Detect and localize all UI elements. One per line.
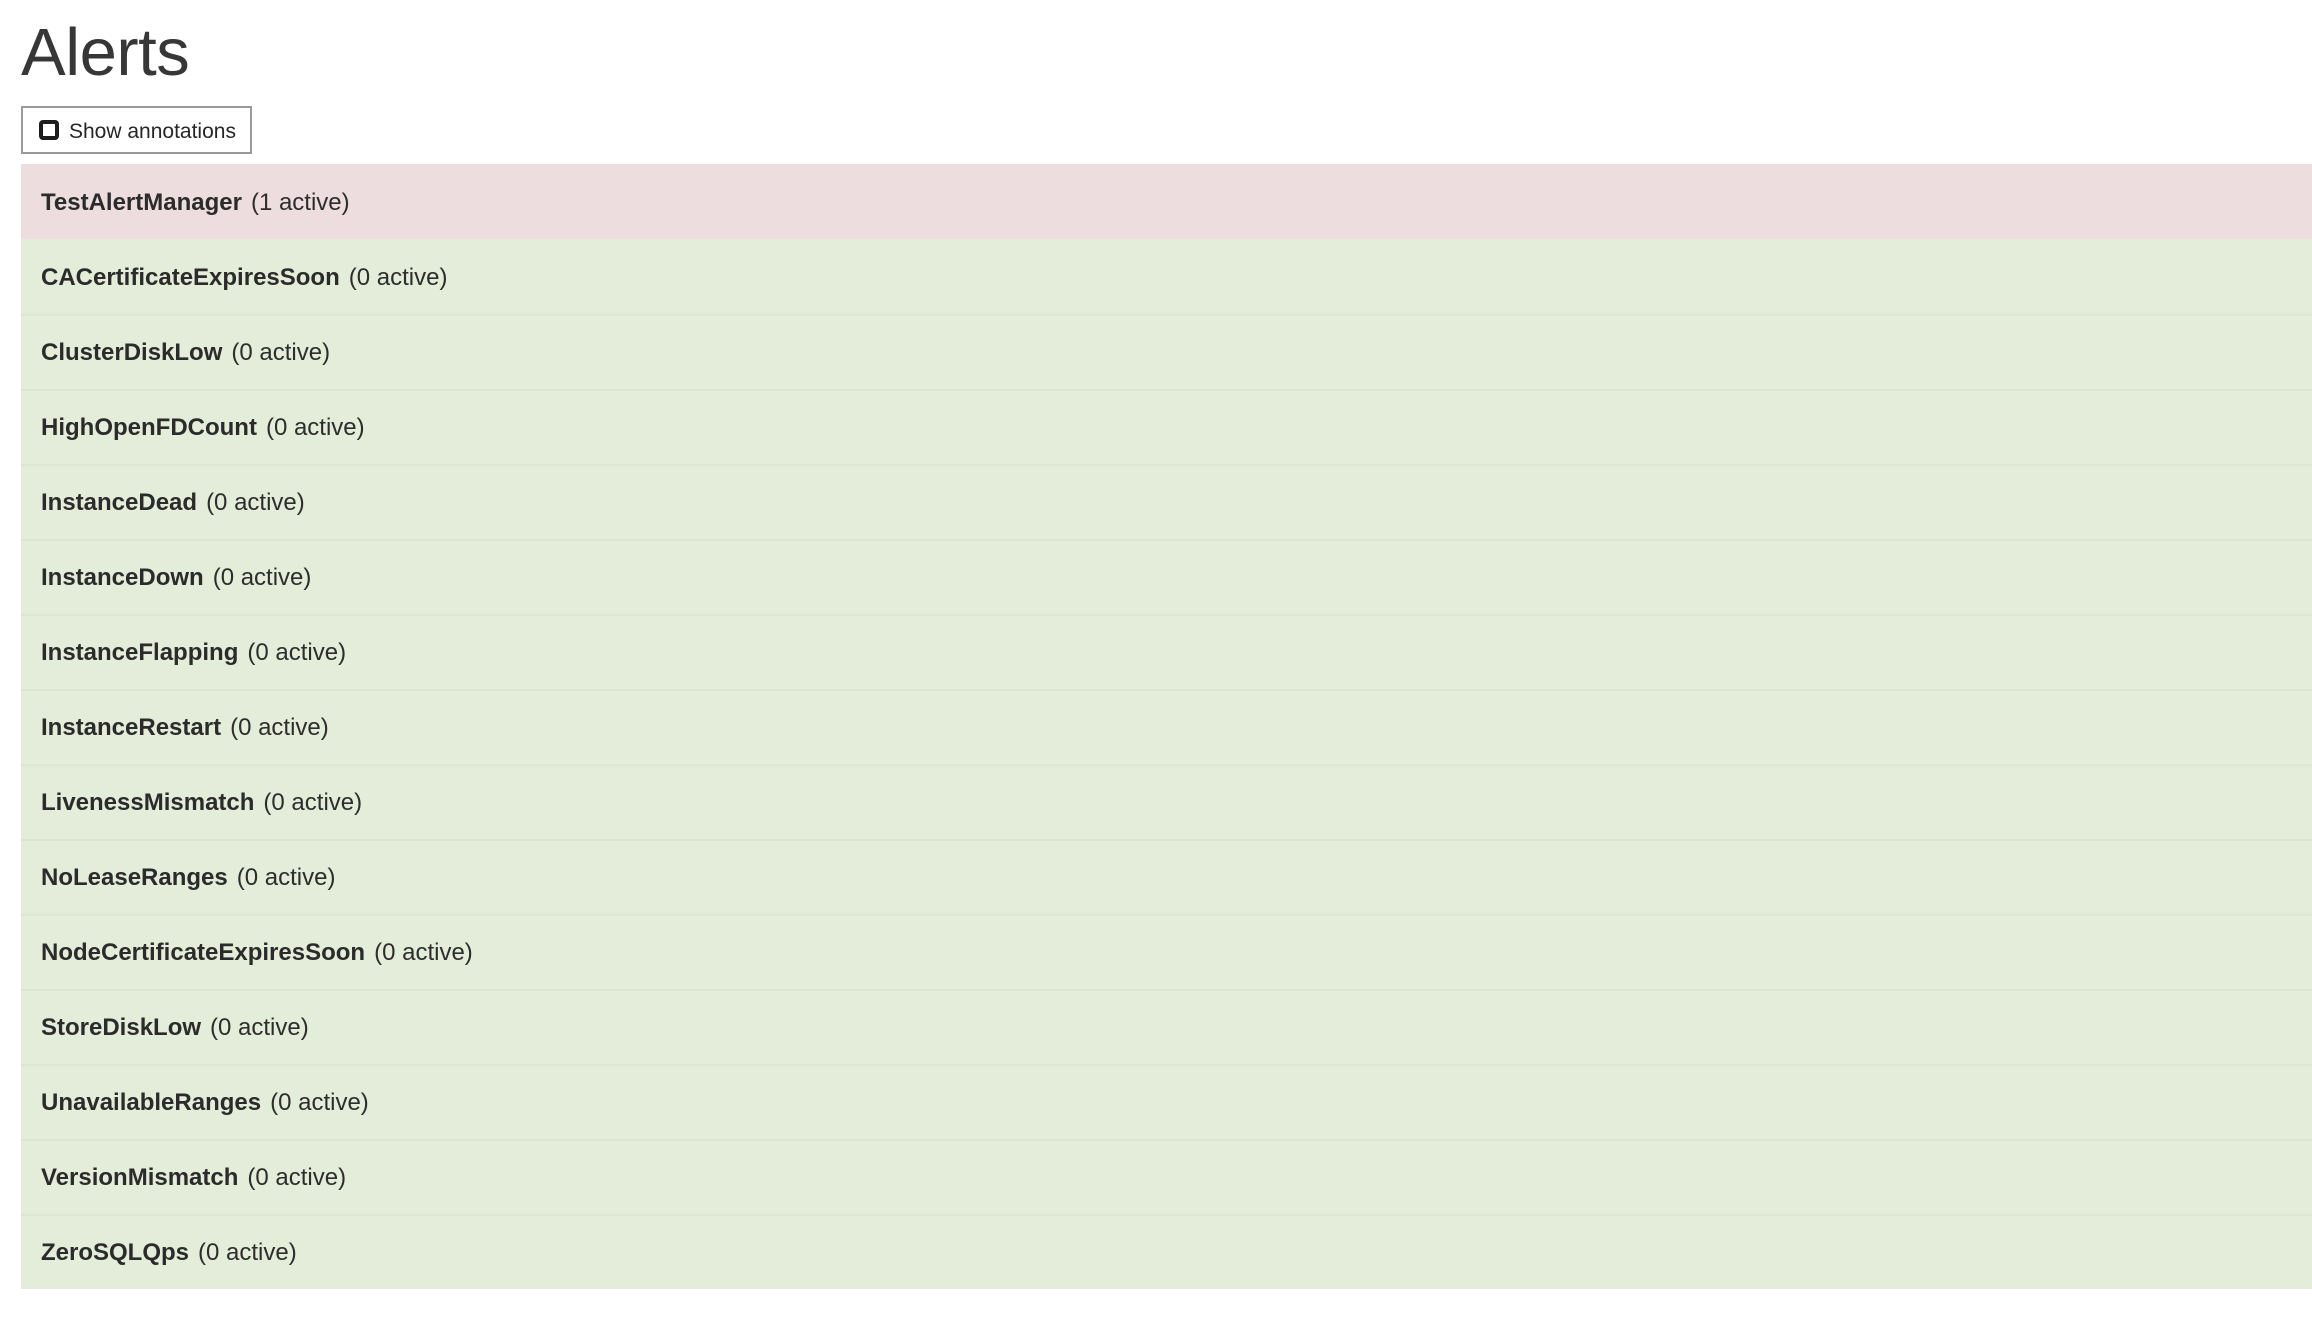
alert-active-count: (0 active) [263,788,363,816]
alert-row[interactable]: NoLeaseRanges (0 active) [21,839,2312,915]
alert-active-count: (0 active) [247,1163,347,1191]
alert-row[interactable]: LivenessMismatch (0 active) [21,764,2312,840]
alert-name: TestAlertManager [41,188,242,216]
alert-name: NoLeaseRanges [41,863,228,891]
alert-row[interactable]: ZeroSQLQps (0 active) [21,1214,2312,1290]
alert-active-count: (0 active) [206,488,305,516]
alert-name: HighOpenFDCount [41,413,257,441]
alert-name: CACertificateExpiresSoon [41,263,340,291]
alert-active-count: (0 active) [230,713,329,741]
alert-name: InstanceDown [41,563,204,591]
toolbar: Show annotations [21,106,2312,155]
unchecked-square-icon [39,120,59,141]
alert-active-count: (0 active) [212,563,312,591]
alert-active-count: (0 active) [374,938,473,966]
alert-row[interactable]: TestAlertManager (1 active) [21,164,2312,240]
alert-name: InstanceRestart [41,713,222,741]
alert-active-count: (0 active) [265,413,365,441]
alert-active-count: (0 active) [210,1013,309,1041]
alert-name: LivenessMismatch [41,788,255,816]
alert-name: ClusterDiskLow [41,338,223,366]
page-title: Alerts [21,15,190,90]
alert-row[interactable]: UnavailableRanges (0 active) [21,1064,2312,1140]
alert-row[interactable]: VersionMismatch (0 active) [21,1139,2312,1215]
alert-name: InstanceDead [41,488,198,516]
alert-list: TestAlertManager (1 active) CACertificateE… [21,164,2312,1290]
alert-row[interactable]: InstanceDead (0 active) [21,464,2312,540]
alert-active-count: (0 active) [270,1088,369,1116]
show-annotations-toggle[interactable]: Show annotations [21,106,252,155]
alert-active-count: (1 active) [250,188,350,216]
alert-name: ZeroSQLQps [41,1238,190,1266]
alert-row[interactable]: HighOpenFDCount (0 active) [21,389,2312,465]
alert-name: StoreDiskLow [41,1013,202,1041]
alert-row[interactable]: InstanceRestart (0 active) [21,689,2312,765]
alert-row[interactable]: NodeCertificateExpiresSoon (0 active) [21,914,2312,990]
alert-name: InstanceFlapping [41,638,239,666]
show-annotations-label: Show annotations [69,119,236,143]
alert-name: UnavailableRanges [41,1088,262,1116]
alert-active-count: (0 active) [236,863,336,891]
alert-row[interactable]: InstanceDown (0 active) [21,539,2312,615]
alert-row[interactable]: InstanceFlapping (0 active) [21,614,2312,690]
alert-active-count: (0 active) [198,1238,297,1266]
alert-active-count: (0 active) [348,263,448,291]
alert-active-count: (0 active) [247,638,347,666]
alert-row[interactable]: CACertificateExpiresSoon (0 active) [21,239,2312,315]
alert-name: VersionMismatch [41,1163,239,1191]
alert-row[interactable]: ClusterDiskLow (0 active) [21,314,2312,390]
alert-name: NodeCertificateExpiresSoon [41,938,366,966]
alert-row[interactable]: StoreDiskLow (0 active) [21,989,2312,1065]
alert-active-count: (0 active) [231,338,331,366]
